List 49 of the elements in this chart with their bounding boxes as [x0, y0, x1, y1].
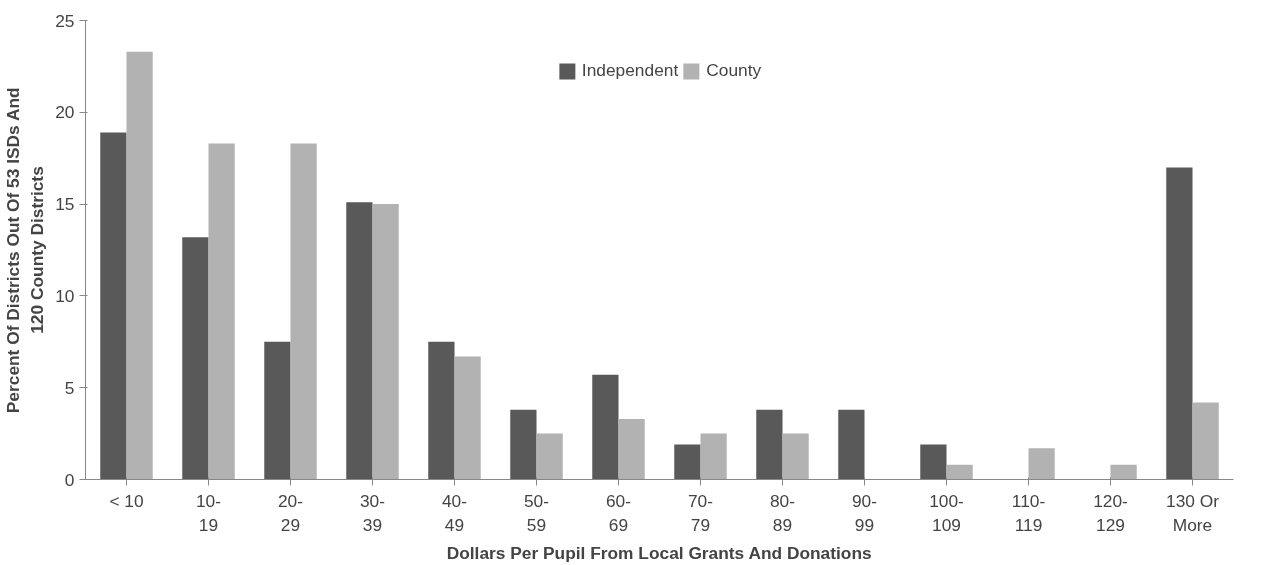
y-tick-label: 15	[55, 194, 75, 215]
bar	[756, 409, 783, 480]
y-tick-label: 25	[55, 10, 75, 31]
x-tick-label: 60- 69	[605, 490, 632, 535]
x-tick-label: 10- 19	[195, 490, 222, 535]
x-tick-label: 30- 39	[359, 490, 386, 535]
x-tick-label: < 10	[109, 490, 144, 511]
bar	[510, 409, 537, 480]
x-tick-label: 90- 99	[851, 490, 878, 535]
x-tick-label: 70- 79	[687, 490, 714, 535]
x-tick-label: 40- 49	[441, 490, 468, 535]
bar	[1192, 402, 1219, 480]
y-tick-label: 0	[64, 469, 75, 490]
bar	[1028, 448, 1055, 480]
bar	[536, 433, 563, 480]
bar	[372, 204, 399, 480]
bar	[782, 433, 809, 480]
x-tick-label: 80- 89	[769, 490, 796, 535]
bar	[700, 433, 727, 480]
y-tick-label: 20	[55, 102, 75, 123]
bar	[454, 356, 481, 480]
bar	[1166, 167, 1193, 480]
bar	[920, 444, 947, 480]
y-tick-label: 10	[55, 285, 75, 306]
x-tick-label: 100- 109	[929, 490, 964, 535]
x-tick-label: 120- 129	[1093, 490, 1128, 535]
x-tick-label: 110- 119	[1011, 490, 1046, 535]
y-tick-label: 5	[64, 377, 75, 398]
x-tick-label: 130 Or More	[1166, 490, 1220, 535]
x-tick-label: 50- 59	[523, 490, 550, 535]
legend-label: County	[706, 60, 762, 81]
bar	[946, 464, 973, 480]
bar	[100, 132, 127, 480]
legend-label: Independent	[581, 60, 679, 81]
y-axis-title: Percent Of Districts Out Of 53 ISDs And 120 County Districts	[3, 87, 48, 414]
bar	[208, 143, 235, 480]
bar	[264, 341, 291, 480]
x-tick-label: 20- 29	[277, 490, 304, 535]
bar	[592, 374, 619, 480]
bar	[674, 444, 701, 480]
bar	[428, 341, 455, 480]
bar	[182, 237, 209, 480]
bar	[290, 143, 317, 480]
bar	[126, 51, 153, 480]
x-axis-title: Dollars Per Pupil From Local Grants And Donations	[446, 542, 872, 563]
bar	[618, 418, 645, 480]
bar	[1110, 464, 1137, 480]
bar	[346, 202, 373, 480]
bar	[838, 409, 865, 480]
